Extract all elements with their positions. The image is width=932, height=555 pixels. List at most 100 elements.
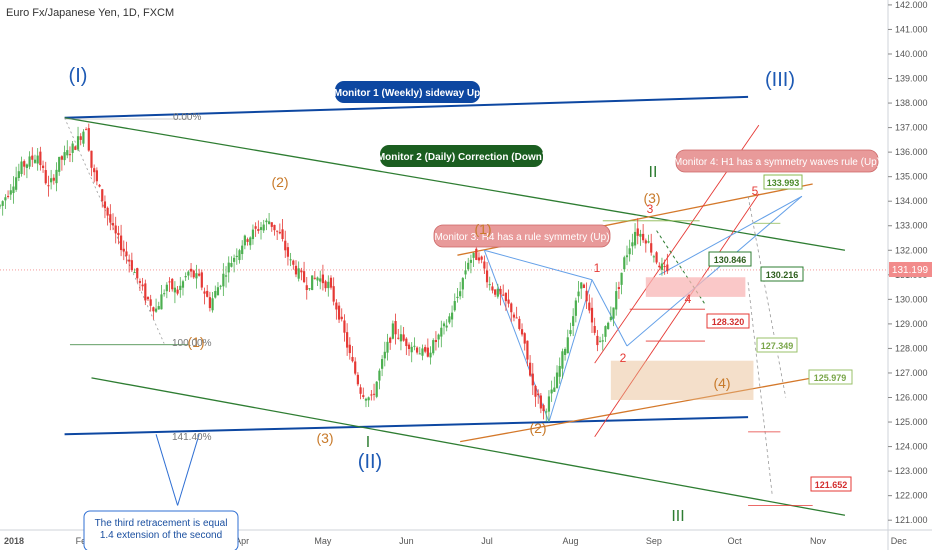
harmonic-leg-4[interactable] [591,279,628,347]
candle-body [300,270,303,273]
candle-body [119,235,123,251]
candle-body [383,351,386,359]
y-tick-label: 121.000 [895,515,928,525]
y-tick-label: 127.000 [895,368,928,378]
candle-body [238,250,241,261]
candle-body [173,287,177,293]
harmonic-leg-5[interactable] [626,195,803,347]
candle-body [101,189,104,201]
candle-body [163,293,166,295]
projection-dashed-2[interactable] [747,196,787,398]
retracement-note[interactable]: The third retracement is equal 1.4 exten… [83,510,239,552]
support-zone-red[interactable] [645,277,746,297]
candle-body [109,214,112,223]
price-box-133993[interactable]: 133.993 [763,174,803,190]
candle-body [52,177,55,181]
candle-body [332,286,335,302]
candle-body [652,256,655,258]
x-tick-label: Feb [76,536,92,546]
harmonic-leg-1[interactable] [483,250,550,423]
candle-body [596,335,599,346]
candle-body [469,259,473,263]
candle-body [553,387,556,392]
wave-label-paren-1b: (1) [474,221,491,237]
candle-body [515,317,518,319]
x-tick-label: Nov [810,536,827,546]
harmonic-leg-2[interactable] [548,279,593,423]
candle-body [198,273,201,276]
candle-body [413,345,416,347]
candle-body [206,290,209,297]
red-channel-lower[interactable] [594,193,760,438]
green-trendline-top[interactable] [64,117,846,251]
candle-body [475,248,478,260]
candle-body [507,299,510,304]
harmonic-leg-6[interactable] [659,195,803,276]
monitor-3-callout[interactable]: Monitor 3: H4 has a rule symmetry (Up) [433,224,611,248]
price-box-130216[interactable]: 130.216 [760,266,804,282]
candle-body [590,307,594,323]
blue-trendline-top[interactable] [64,95,749,119]
candle-body [146,297,150,300]
x-tick-label: Dec [891,536,908,546]
note-line-1: The third retracement is equal [95,518,228,529]
candle-body [23,161,26,167]
wave-label-paren-1: (1) [187,334,204,350]
candle-body [276,230,279,232]
candle-body [631,242,634,247]
candle-body [397,337,400,339]
candle-body [327,281,330,289]
candle-body [381,359,384,369]
y-tick-label: 128.000 [895,343,928,353]
monitor-1-callout[interactable]: Monitor 1 (Weekly) sideway Up [334,81,481,103]
candle-body [601,340,604,342]
candle-body [391,323,394,339]
candle-body [389,337,392,343]
wave-label-roman-II: II [649,164,658,181]
monitor-4-callout[interactable]: Monitor 4: H1 has a symmetry waves rule … [674,149,880,173]
orange-trendline-bottom[interactable] [460,377,813,443]
candle-body [655,252,658,263]
candle-body [415,347,419,353]
price-box-128320[interactable]: 128.320 [706,313,750,329]
candle-body [284,240,287,251]
fib-level-141: 141.40% [172,432,212,443]
candle-body [354,361,357,374]
y-tick-label: 141.000 [895,24,928,34]
candle-body [663,266,666,268]
note-pointer-1[interactable] [155,434,179,506]
green-trendline-bottom[interactable] [91,377,846,516]
candle-body [308,288,311,290]
price-box-125979[interactable]: 125.979 [808,369,853,385]
candle-body [456,296,459,298]
candle-body [633,231,637,246]
svg-text:127.349: 127.349 [761,341,794,351]
note-pointer-2[interactable] [177,434,200,506]
candle-body [60,156,63,160]
support-zone-orange[interactable] [610,360,754,400]
price-box-127349[interactable]: 127.349 [756,337,798,353]
harmonic-leg-3[interactable] [484,249,593,281]
price-box-121652[interactable]: 121.652 [810,476,852,492]
svg-text:133.993: 133.993 [767,178,800,188]
y-tick-label: 134.000 [895,196,928,206]
candle-body [128,259,131,262]
candle-body [122,248,125,252]
candle-body [265,220,268,223]
wave-label-III: (III) [765,69,795,91]
x-tick-label: Sep [646,536,662,546]
fib-level-100: 100.00% [172,338,212,349]
candle-body [6,195,10,197]
candle-body [445,325,448,328]
candle-body [348,344,351,354]
blue-trendline-bottom[interactable] [64,416,749,436]
fib-dashed-line[interactable] [64,117,165,344]
candle-body [547,396,551,412]
candle-body [192,270,195,278]
price-box-130846[interactable]: 130.846 [708,251,752,267]
monitor-2-callout[interactable]: Monitor 2 (Daily) Correction (Down) [377,145,545,167]
candle-body [311,275,314,290]
candle-body [426,347,429,357]
